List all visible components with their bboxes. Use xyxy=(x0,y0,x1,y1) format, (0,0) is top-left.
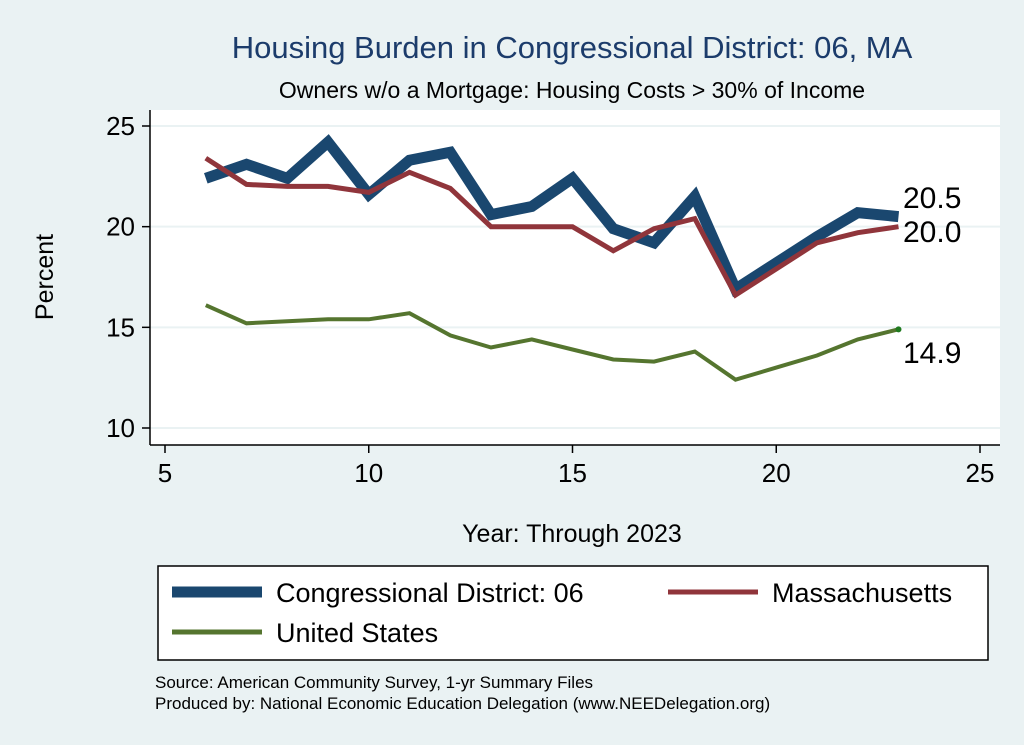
end-label-massachusetts: 20.0 xyxy=(903,216,961,249)
y-tick-label-20: 20 xyxy=(106,212,135,242)
source-note: Source: American Community Survey, 1-yr … xyxy=(155,673,593,692)
legend-item-massachusetts: Massachusetts xyxy=(668,578,952,608)
x-tick-label-20: 20 xyxy=(762,458,791,488)
series-lines xyxy=(204,134,902,382)
legend-label-district: Congressional District: 06 xyxy=(276,578,584,608)
plot-area xyxy=(150,110,1000,445)
y-tick-labels: 10 15 20 25 xyxy=(106,111,135,443)
chart-subtitle: Owners w/o a Mortgage: Housing Costs > 3… xyxy=(279,77,865,103)
series-line-district xyxy=(204,134,900,298)
x-tick-label-25: 25 xyxy=(966,458,995,488)
series-line-united-states xyxy=(204,303,899,382)
x-tick-label-5: 5 xyxy=(158,458,172,488)
x-tick-label-10: 10 xyxy=(354,458,383,488)
y-tick-label-10: 10 xyxy=(106,413,135,443)
end-label-united-states: 14.9 xyxy=(903,337,961,370)
end-labels: 20.520.0 14.9 xyxy=(903,182,961,370)
end-label-district: 20.5 xyxy=(903,182,961,215)
x-axis-title: Year: Through 2023 xyxy=(462,520,682,548)
y-axis-title: Percent xyxy=(31,234,59,320)
legend-label-massachusetts: Massachusetts xyxy=(772,578,952,608)
legend-item-united-states: United States xyxy=(172,618,438,648)
axes xyxy=(142,110,1000,453)
legend-label-united-states: United States xyxy=(276,618,438,648)
chart-title: Housing Burden in Congressional District… xyxy=(232,30,913,65)
x-tick-labels: 5 10 15 20 25 xyxy=(158,458,995,488)
series-end-point-united-states xyxy=(895,326,902,333)
legend-item-district: Congressional District: 06 xyxy=(172,578,584,608)
series-line-massachusetts xyxy=(204,156,899,299)
producer-note: Produced by: National Economic Education… xyxy=(155,694,770,713)
legend-box xyxy=(157,565,989,661)
y-tick-label-25: 25 xyxy=(106,111,135,141)
x-tick-label-15: 15 xyxy=(558,458,587,488)
y-tick-label-15: 15 xyxy=(106,312,135,342)
